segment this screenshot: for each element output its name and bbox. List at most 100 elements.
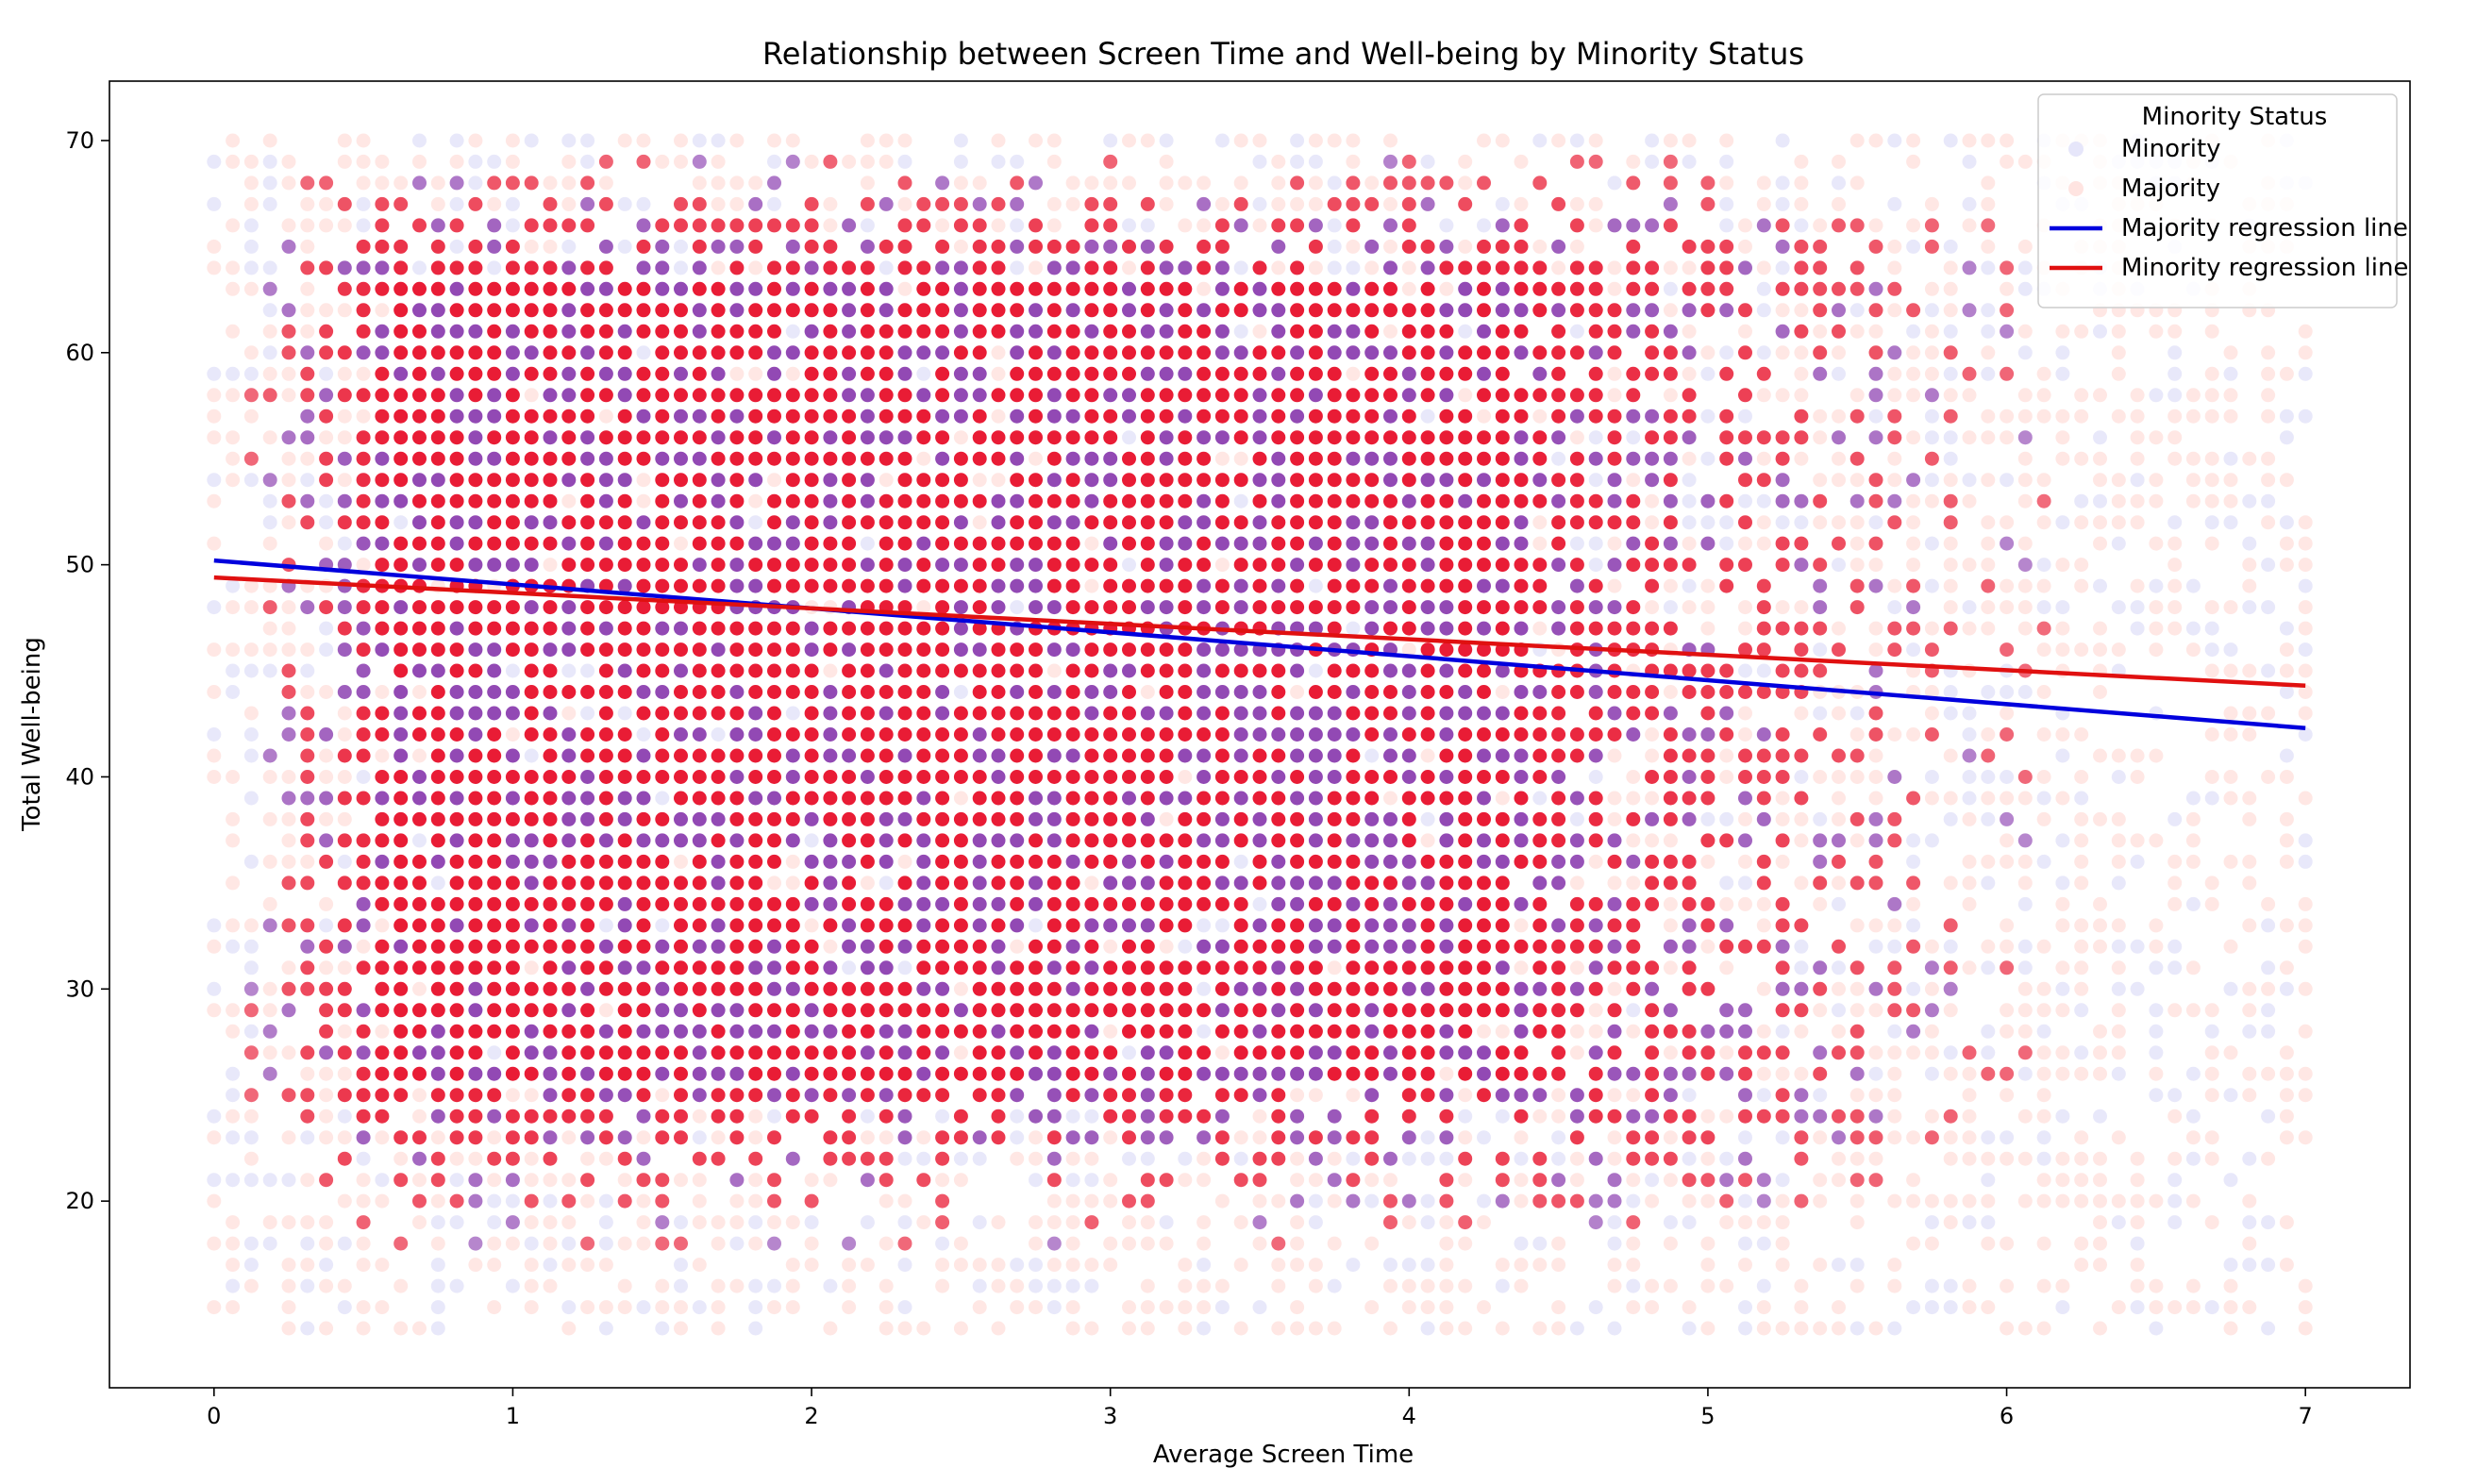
majority-point — [2036, 515, 2051, 530]
majority-point — [226, 1003, 241, 1018]
minority-point — [430, 1258, 445, 1273]
minority-point — [1551, 621, 1566, 636]
majority-point — [692, 175, 707, 191]
majority-point — [2093, 1215, 2107, 1230]
majority-point — [1383, 430, 1397, 445]
minority-point — [1682, 1088, 1697, 1103]
majority-point — [1029, 1130, 1043, 1145]
minority-point — [1495, 706, 1510, 721]
majority-point — [1906, 218, 1921, 233]
minority-point — [1252, 811, 1267, 826]
majority-point — [1532, 811, 1548, 826]
majority-point — [300, 515, 315, 530]
minority-point — [1046, 833, 1062, 848]
majority-point — [1103, 1045, 1118, 1060]
minority-point — [1252, 1088, 1267, 1103]
majority-point — [2093, 451, 2107, 466]
minority-point — [1700, 811, 1715, 826]
majority-point — [1420, 493, 1435, 509]
majority-point — [953, 345, 968, 360]
majority-point — [412, 1215, 427, 1230]
majority-point — [337, 1278, 352, 1293]
minority-point — [356, 621, 371, 636]
majority-point — [412, 854, 427, 869]
majority-point — [1439, 260, 1454, 275]
majority-point — [842, 451, 857, 466]
majority-point — [524, 1215, 539, 1230]
majority-point — [375, 727, 390, 742]
majority-point — [1794, 748, 1809, 763]
majority-point — [580, 642, 595, 658]
majority-point — [1233, 939, 1248, 954]
majority-point — [1849, 748, 1865, 763]
majority-point — [1401, 1024, 1416, 1039]
majority-point — [281, 770, 296, 784]
majority-point — [1197, 409, 1212, 424]
majority-point — [1645, 621, 1660, 636]
majority-point — [1607, 388, 1622, 403]
majority-point — [300, 706, 315, 721]
majority-point — [767, 558, 781, 573]
majority-point — [711, 981, 726, 996]
majority-point — [300, 1173, 315, 1188]
majority-point — [1849, 727, 1865, 742]
minority-point — [1738, 833, 1752, 848]
majority-point — [1756, 1024, 1771, 1039]
majority-point — [1626, 281, 1641, 296]
majority-point — [430, 196, 445, 211]
majority-point — [412, 706, 427, 721]
minority-point — [561, 811, 577, 826]
majority-point — [1551, 473, 1566, 488]
minority-point — [1924, 960, 1939, 975]
majority-point — [1084, 875, 1099, 891]
majority-point — [842, 833, 857, 848]
minority-point — [1663, 600, 1678, 615]
minority-point — [1719, 1151, 1734, 1166]
majority-point — [1252, 748, 1267, 763]
minority-point — [2000, 473, 2015, 488]
minority-point — [1962, 727, 1977, 742]
majority-point — [1645, 578, 1660, 593]
majority-point — [804, 366, 819, 381]
minority-point — [1084, 473, 1099, 488]
majority-point — [636, 1130, 651, 1145]
majority-point — [1532, 600, 1548, 615]
majority-point — [1906, 1045, 1921, 1060]
minority-point — [487, 1066, 502, 1081]
majority-point — [1626, 833, 1641, 848]
minority-point — [1346, 1151, 1361, 1166]
majority-point — [487, 1300, 502, 1315]
majority-point — [674, 133, 688, 148]
majority-point — [1159, 939, 1174, 954]
minority-point — [1738, 663, 1752, 678]
minority-point — [1700, 1024, 1715, 1039]
minority-point — [804, 260, 819, 275]
majority-point — [2000, 833, 2015, 848]
majority-point — [1046, 324, 1062, 339]
majority-point — [1364, 791, 1380, 806]
minority-point — [1849, 706, 1865, 721]
majority-point — [449, 345, 464, 360]
majority-point — [1197, 239, 1212, 254]
majority-point — [1626, 600, 1641, 615]
minority-point — [1775, 981, 1790, 996]
minority-point — [2149, 1321, 2164, 1336]
minority-point — [1159, 430, 1174, 445]
majority-point — [1458, 1130, 1473, 1145]
minority-point — [505, 833, 520, 848]
minority-point — [1327, 727, 1342, 742]
majority-point — [2017, 770, 2033, 784]
majority-point — [1290, 1088, 1305, 1103]
majority-point — [2055, 1278, 2070, 1293]
majority-point — [1700, 600, 1715, 615]
minority-point — [842, 218, 857, 233]
minority-point — [1084, 1109, 1099, 1124]
minority-point — [674, 727, 688, 742]
majority-point — [1868, 1151, 1883, 1166]
majority-point — [1645, 1024, 1660, 1039]
majority-point — [1271, 1088, 1286, 1103]
minority-point — [1364, 854, 1380, 869]
minority-point — [785, 515, 800, 530]
minority-point — [1775, 1173, 1790, 1188]
majority-point — [2000, 1024, 2015, 1039]
